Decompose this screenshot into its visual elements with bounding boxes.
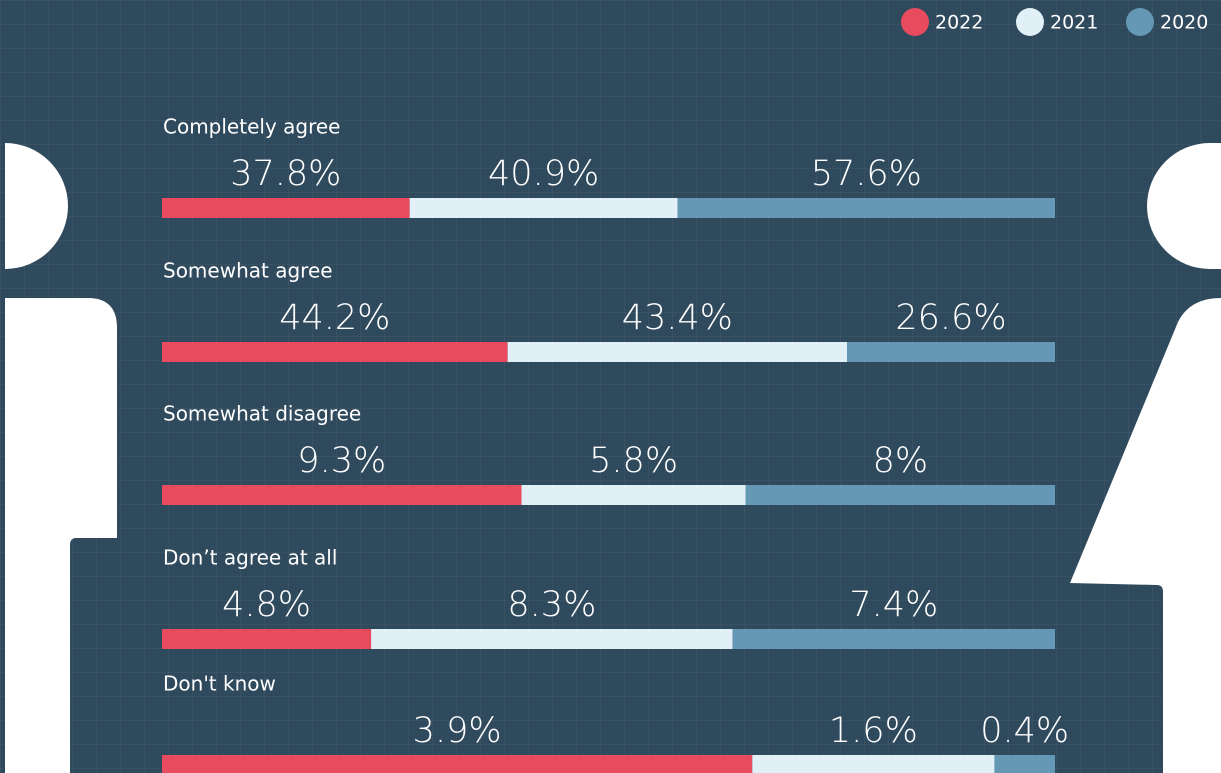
- bar-segment: [162, 198, 410, 218]
- bar-segment: [846, 342, 1055, 362]
- value-label: 57.6%: [811, 154, 922, 194]
- bar-segment: [162, 485, 522, 505]
- right-figure-body: [1070, 298, 1221, 773]
- legend-swatch: [901, 8, 929, 36]
- bar-segment: [371, 629, 733, 649]
- left-figure-body: [5, 298, 117, 773]
- value-label: 5.8%: [589, 441, 678, 481]
- value-label: 3.9%: [413, 711, 502, 751]
- bar-segment: [162, 629, 372, 649]
- bar-segment: [994, 755, 1055, 773]
- bar-segment: [732, 629, 1055, 649]
- bar-segment: [409, 198, 678, 218]
- legend-swatch: [1016, 8, 1044, 36]
- legend-swatch: [1126, 8, 1154, 36]
- value-label: 37.8%: [230, 154, 341, 194]
- category-label: Completely agree: [163, 115, 340, 139]
- legend-label: 2021: [1050, 12, 1098, 34]
- right-figure-head: [1147, 143, 1221, 269]
- value-label: 9.3%: [297, 441, 386, 481]
- value-label: 43.4%: [622, 298, 733, 338]
- value-label: 1.6%: [829, 711, 918, 751]
- value-label: 0.4%: [980, 711, 1069, 751]
- value-label: 44.2%: [279, 298, 390, 338]
- category-label: Somewhat agree: [163, 259, 333, 283]
- bar-segment: [745, 485, 1055, 505]
- legend-label: 2022: [935, 12, 983, 34]
- plot: Completely agree 37.8% 40.9% 57.6% Somewhat …: [162, 115, 1069, 773]
- value-label: 7.4%: [849, 585, 938, 625]
- value-label: 8%: [873, 441, 929, 481]
- bar-segment: [162, 342, 508, 362]
- category-label: Don't know: [163, 672, 276, 696]
- bar-segment: [521, 485, 746, 505]
- value-label: 26.6%: [895, 298, 1006, 338]
- bar-segment: [507, 342, 847, 362]
- decoration: [5, 143, 1221, 773]
- value-label: 8.3%: [507, 585, 596, 625]
- left-figure-head: [5, 143, 68, 269]
- legend-label: 2020: [1160, 12, 1208, 34]
- value-label: 40.9%: [488, 154, 599, 194]
- bar-segment: [677, 198, 1055, 218]
- category-label: Don’t agree at all: [163, 546, 337, 570]
- bar-segment: [162, 755, 753, 773]
- legend: 2022 2021 2020: [901, 8, 1208, 36]
- bar-segment: [752, 755, 995, 773]
- category-label: Somewhat disagree: [163, 402, 361, 426]
- value-label: 4.8%: [222, 585, 311, 625]
